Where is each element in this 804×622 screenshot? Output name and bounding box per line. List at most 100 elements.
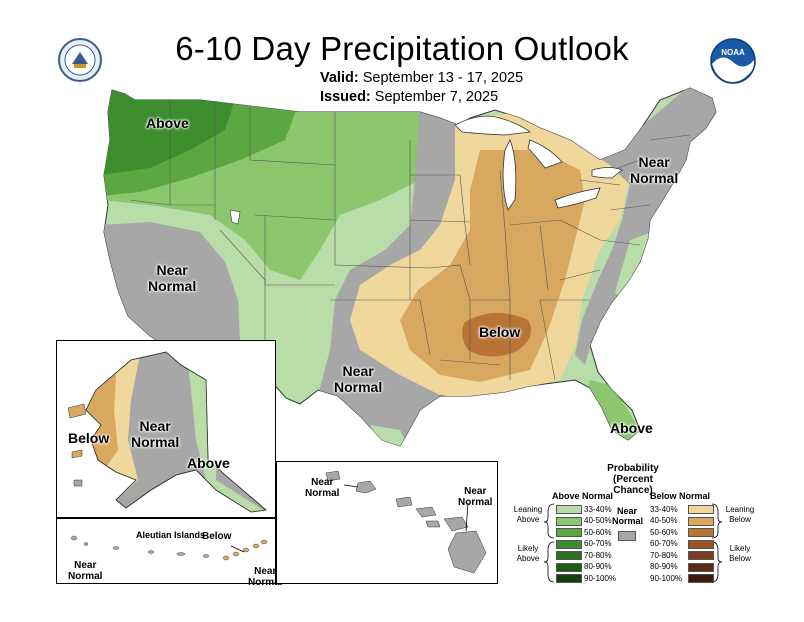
leaning-below-line2: Below xyxy=(729,515,751,524)
above-swatch-6 xyxy=(556,574,582,583)
legend-near-normal: Near Normal xyxy=(612,506,644,526)
aleutians-near-left-line1: Near xyxy=(74,560,97,571)
great-salt-lake xyxy=(229,209,241,225)
alaska-label-near-normal: Near Normal xyxy=(131,418,179,450)
legend-near-normal-swatch xyxy=(618,531,636,541)
issued-label: Issued: xyxy=(320,89,371,105)
legend-below-header: Below Normal xyxy=(650,491,711,501)
alaska-label-below: Below xyxy=(68,430,110,446)
above-swatch-label-5: 80-90% xyxy=(584,562,612,571)
aleutians-near-right-line1: Near xyxy=(254,566,277,577)
hawaii-near-right-line1: Near xyxy=(464,486,487,497)
hawaii-label-near-right: Near Normal xyxy=(458,486,492,508)
doc-seal-logo xyxy=(58,38,102,82)
above-swatch-2 xyxy=(556,528,582,537)
valid-dates: September 13 - 17, 2025 xyxy=(362,70,524,86)
hawaii-near-left-line1: Near xyxy=(311,477,334,488)
below-swatch-0 xyxy=(688,505,714,514)
central-near-normal-zone xyxy=(318,100,460,446)
region-label-west-near-normal: Near Normal xyxy=(148,262,196,294)
hawaii-near-right-line2: Normal xyxy=(458,497,493,508)
issued-line: Issued: September 7, 2025 xyxy=(320,89,498,105)
below-swatch-6 xyxy=(688,574,714,583)
svg-text:NOAA: NOAA xyxy=(721,48,745,57)
east-coast-above-zone xyxy=(615,232,652,300)
state-boundaries xyxy=(129,100,691,381)
above-swatch-label-1: 40-50% xyxy=(584,516,612,525)
above-swatch-3 xyxy=(556,539,582,549)
legend-leaning-below: Leaning Below xyxy=(718,505,762,525)
below-swatch-2 xyxy=(688,528,714,537)
below-swatch-label-4: 70-80% xyxy=(650,550,678,560)
legend-title-line2: (Percent Chance) xyxy=(612,474,653,496)
northeast-near-line1: Near xyxy=(638,154,670,170)
alaska-near-line2: Normal xyxy=(131,434,180,450)
hawaii-near-left-line2: Normal xyxy=(305,488,340,499)
below-swatch-label-6: 90-100% xyxy=(650,573,683,583)
alaska-near-line1: Near xyxy=(139,418,171,434)
northeast-near-line2: Normal xyxy=(630,170,679,186)
alaska-inset xyxy=(56,340,276,518)
above-swatch-label-2: 50-60% xyxy=(584,527,612,537)
hawaii-inset xyxy=(276,461,498,584)
below-swatch-5 xyxy=(688,562,714,572)
region-label-northeast-near-normal: Near Normal xyxy=(630,154,678,186)
above-swatch-1 xyxy=(556,516,582,526)
above-swatch-0 xyxy=(556,505,582,514)
aleutians-near-left-line2: Normal xyxy=(68,571,103,582)
leaning-above-line1: Leaning xyxy=(513,505,543,514)
west-near-line1: Near xyxy=(156,262,188,278)
below-swatch-1 xyxy=(688,516,714,526)
likely-below-line1: Likely xyxy=(729,544,751,553)
below-swatch-label-5: 80-90% xyxy=(650,562,678,571)
region-label-midsouth-below: Below xyxy=(479,324,521,340)
aleutian-islands-title: Aleutian Islands xyxy=(136,530,206,540)
above-swatch-label-3: 60-70% xyxy=(584,539,612,548)
aleutians-label-near-left: Near Normal xyxy=(68,560,102,582)
below-swatch-label-0: 33-40% xyxy=(650,504,678,514)
issued-date: September 7, 2025 xyxy=(374,89,499,105)
legend-likely-below: Likely Below xyxy=(718,544,762,564)
map-title: 6-10 Day Precipitation Outlook xyxy=(175,30,629,67)
near-normal-line1: Near xyxy=(616,506,637,516)
leaning-below-line1: Leaning xyxy=(725,505,755,514)
aleutians-inset xyxy=(56,518,276,584)
legend-title: Probability (Percent Chance) xyxy=(598,463,668,496)
noaa-logo: NOAA xyxy=(710,38,756,84)
below-40-50-zone xyxy=(400,150,585,382)
alaska-label-above: Above xyxy=(187,455,230,471)
legend-above-header: Above Normal xyxy=(552,491,614,501)
aleutians-label-below: Below xyxy=(202,531,232,542)
west-near-line2: Normal xyxy=(148,278,197,294)
south-near-line2: Normal xyxy=(334,379,383,395)
legend-leaning-above: Leaning Above xyxy=(508,505,548,525)
legend-likely-above: Likely Above xyxy=(508,544,548,564)
leaning-above-line2: Above xyxy=(516,515,540,524)
likely-above-line1: Likely xyxy=(517,544,539,553)
near-normal-line2: Normal xyxy=(612,516,644,526)
valid-label: Valid: xyxy=(320,70,359,86)
region-label-south-central-near-normal: Near Normal xyxy=(334,363,382,395)
above-swatch-4 xyxy=(556,551,582,560)
above-swatch-label-0: 33-40% xyxy=(584,504,612,514)
above-60-70-zone xyxy=(104,90,235,175)
region-label-florida-above: Above xyxy=(610,420,653,436)
below-swatch-label-1: 40-50% xyxy=(650,516,678,525)
aleutians-label-near-right: Near Normal xyxy=(248,566,282,588)
great-lakes xyxy=(454,115,623,211)
above-swatch-label-6: 90-100% xyxy=(584,573,617,583)
valid-line: Valid: September 13 - 17, 2025 xyxy=(320,70,523,86)
above-swatch-5 xyxy=(556,562,582,572)
likely-below-line2: Below xyxy=(729,554,751,563)
below-swatch-3 xyxy=(688,539,714,549)
below-swatch-label-2: 50-60% xyxy=(650,527,678,537)
above-swatch-label-4: 70-80% xyxy=(584,550,612,560)
below-swatch-label-3: 60-70% xyxy=(650,539,678,548)
aleutians-near-right-line2: Normal xyxy=(248,577,283,588)
below-swatch-4 xyxy=(688,551,714,560)
legend-title-line1: Probability xyxy=(607,463,659,474)
legend-below-brace xyxy=(711,503,723,583)
region-label-northwest-above: Above xyxy=(146,115,189,131)
south-near-line1: Near xyxy=(342,363,374,379)
